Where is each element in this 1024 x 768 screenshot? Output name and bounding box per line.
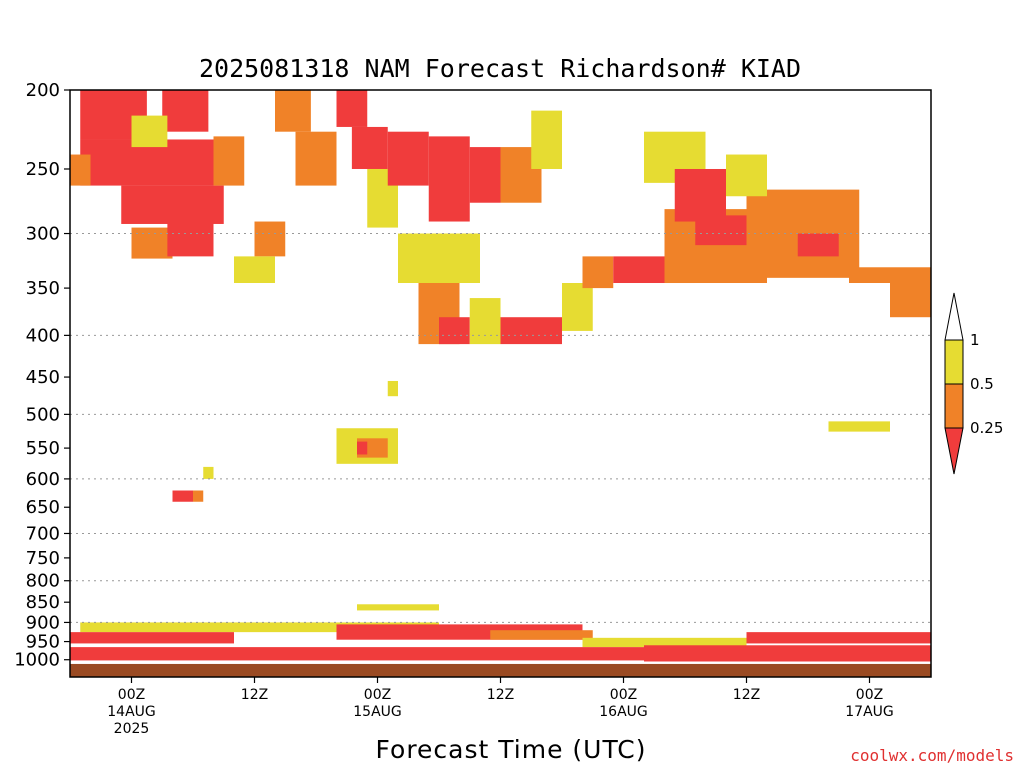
legend-colorbar: 1 0.5 0.25 — [944, 292, 1003, 475]
x-tick-label-5-0: 12Z — [733, 687, 760, 703]
ri-cell-lt_0_25 — [357, 441, 368, 455]
y-tick-label-300: 300 — [26, 224, 60, 245]
x-tick-label-2-0: 00Z — [364, 687, 391, 703]
ri-cell-b_0_5_1 — [131, 115, 168, 148]
ri-cell-b_0_25_0_5 — [254, 221, 286, 257]
ri-cell-b_0_5_1 — [357, 604, 439, 611]
y-tick-label-800: 800 — [26, 571, 60, 592]
ri-cell-lt_0_25 — [500, 317, 562, 345]
legend-label-0-5: 0.5 — [970, 375, 994, 393]
ri-cell-lt_0_25 — [746, 632, 931, 644]
legend-swatch-gt-1 — [944, 292, 964, 341]
gridlines — [70, 233, 931, 623]
x-axis-label: Forecast Time (UTC) — [376, 735, 647, 764]
legend-swatch-0-25-0-5 — [944, 383, 964, 429]
ri-cell-b_0_25_0_5 — [490, 630, 593, 640]
ri-cell-b_0_25_0_5 — [582, 256, 614, 289]
ri-cell-b_0_25_0_5 — [213, 136, 245, 186]
ri-cell-b_0_5_1 — [398, 233, 480, 284]
ri-cell-b_0_5_1 — [726, 154, 767, 197]
credit-text: coolwx.com/models — [850, 746, 1014, 765]
ri-cell-b_0_5_1 — [234, 256, 275, 284]
ri-cell-lt_0_25 — [162, 90, 209, 132]
ri-cell-b_0_5_1 — [469, 298, 501, 345]
x-tick-label-0-1: 14AUG — [107, 704, 156, 720]
ri-cell-lt_0_25 — [80, 139, 214, 186]
x-tick-label-2-1: 15AUG — [353, 704, 402, 720]
ri-cell-b_0_25_0_5 — [849, 267, 890, 284]
chart-title: 2025081318 NAM Forecast Richardson# KIAD — [199, 54, 801, 83]
y-tick-label-700: 700 — [26, 523, 60, 544]
y-tick-label-350: 350 — [26, 278, 60, 299]
y-tick-label-500: 500 — [26, 404, 60, 425]
ri-cell-b_0_25_0_5 — [131, 227, 173, 259]
ri-cell-lt_0_25 — [351, 126, 388, 169]
y-tick-label-1000: 1000 — [14, 650, 60, 671]
x-tick-label-4-1: 16AUG — [599, 704, 648, 720]
ri-cell-b_0_5_1 — [582, 637, 747, 648]
legend-label-1: 1 — [970, 331, 980, 349]
ri-cell-b_0_5_1 — [387, 380, 398, 397]
ri-cell-b_0_25_0_5 — [70, 154, 91, 186]
ri-cell-lt_0_25 — [172, 490, 193, 502]
y-tick-label-900: 900 — [26, 612, 60, 633]
x-tick-label-6-0: 00Z — [856, 687, 883, 703]
y-tick-label-600: 600 — [26, 469, 60, 490]
ri-cell-b_0_5_1 — [203, 466, 214, 479]
x-tick-label-6-1: 17AUG — [845, 704, 894, 720]
y-tick-label-450: 450 — [26, 367, 60, 388]
ri-cell-b_0_5_1 — [80, 622, 439, 633]
y-tick-label-250: 250 — [26, 159, 60, 180]
y-tick-label-950: 950 — [26, 632, 60, 653]
ri-cell-b_0_25_0_5 — [890, 267, 931, 318]
ri-cell-b_0_5_1 — [828, 421, 890, 432]
ground-band — [70, 663, 931, 677]
ri-cell-lt_0_25 — [428, 136, 470, 222]
x-tick-label-0-2: 2025 — [114, 721, 150, 737]
y-tick-label-400: 400 — [26, 325, 60, 346]
x-tick-label-3-0: 12Z — [487, 687, 514, 703]
ri-cell-lt_0_25 — [387, 131, 429, 186]
ri-cell-lt_0_25 — [70, 632, 234, 644]
ri-cell-lt_0_25 — [121, 185, 224, 224]
x-tick-label-4-0: 00Z — [610, 687, 637, 703]
ri-cell-lt_0_25 — [70, 647, 644, 661]
legend-swatch-0-5-1 — [944, 339, 964, 385]
ri-cell-lt_0_25 — [674, 168, 726, 222]
y-axis-ticks: 200 250 300 350 400 450 500 550 600 650 700 7508008… — [14, 80, 70, 671]
ri-cell-lt_0_25 — [469, 147, 501, 203]
ri-cell-lt_0_25 — [167, 221, 214, 257]
ri-cell-b_0_25_0_5 — [275, 90, 311, 132]
x-tick-label-0-0: 00Z — [118, 687, 145, 703]
y-tick-label-650: 650 — [26, 497, 60, 518]
ri-cell-b_0_5_1 — [531, 110, 562, 169]
ri-cell-b_0_25_0_5 — [295, 131, 337, 186]
y-tick-label-750: 750 — [26, 548, 60, 569]
legend-label-0-25: 0.25 — [970, 419, 1003, 437]
y-tick-label-850: 850 — [26, 592, 60, 613]
x-tick-label-1-0: 12Z — [241, 687, 268, 703]
ri-cell-b_0_25_0_5 — [193, 490, 204, 502]
plot-area — [70, 90, 931, 677]
ri-cell-b_0_5_1 — [562, 283, 593, 331]
legend-swatch-lt-0-25 — [944, 427, 964, 475]
y-tick-label-550: 550 — [26, 438, 60, 459]
ri-cell-lt_0_25 — [644, 645, 931, 662]
ri-cell-lt_0_25 — [336, 90, 368, 127]
ri-cell-lt_0_25 — [439, 317, 470, 345]
ri-cell-lt_0_25 — [797, 233, 839, 257]
y-tick-label-200: 200 — [26, 80, 60, 101]
